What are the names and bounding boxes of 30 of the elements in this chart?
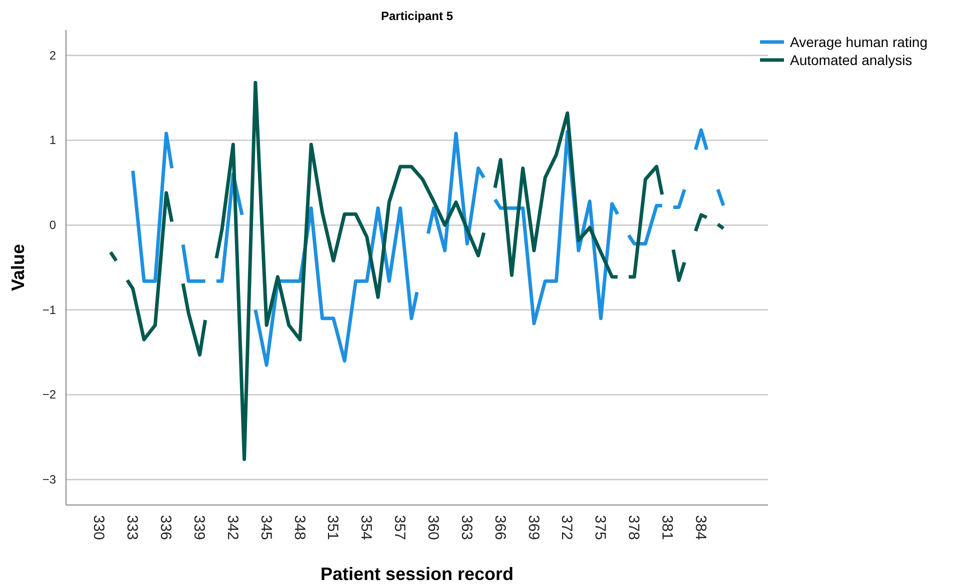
x-tick-label: 372 [558,515,576,540]
x-tick-label: 333 [124,515,141,540]
y-tick-label: 1 [49,133,56,148]
x-tick-label: 360 [424,515,442,540]
legend-label: Average human rating [790,34,928,50]
x-tick-label: 342 [224,515,241,540]
x-tick-label: 336 [157,515,174,540]
x-tick-label: 351 [324,515,342,540]
chart-title: Participant 5 [380,9,454,23]
x-tick-label: 384 [692,515,709,540]
x-tick-label: 354 [358,515,375,540]
x-tick-label: 330 [90,515,108,540]
x-tick-label: 366 [491,515,508,540]
x-tick-label: 339 [190,515,208,540]
x-tick-label: 375 [592,515,609,540]
y-tick-label: −1 [42,302,56,317]
y-tick-label: −2 [42,388,56,402]
x-tick-label: 363 [458,515,475,540]
y-tick-label: 0 [49,218,56,232]
x-tick-label: 369 [524,515,542,540]
y-tick-label: −3 [42,472,56,486]
legend-label: Automated analysis [790,52,912,68]
y-axis-title: Value [8,244,28,292]
x-tick-label: 378 [625,515,642,540]
x-axis-title: Patient session record [320,564,514,584]
y-tick-label: 2 [49,48,56,62]
x-tick-label: 381 [658,515,676,540]
x-tick-label: 357 [391,515,408,540]
x-tick-label: 348 [290,515,308,540]
x-tick-label: 345 [257,515,274,540]
